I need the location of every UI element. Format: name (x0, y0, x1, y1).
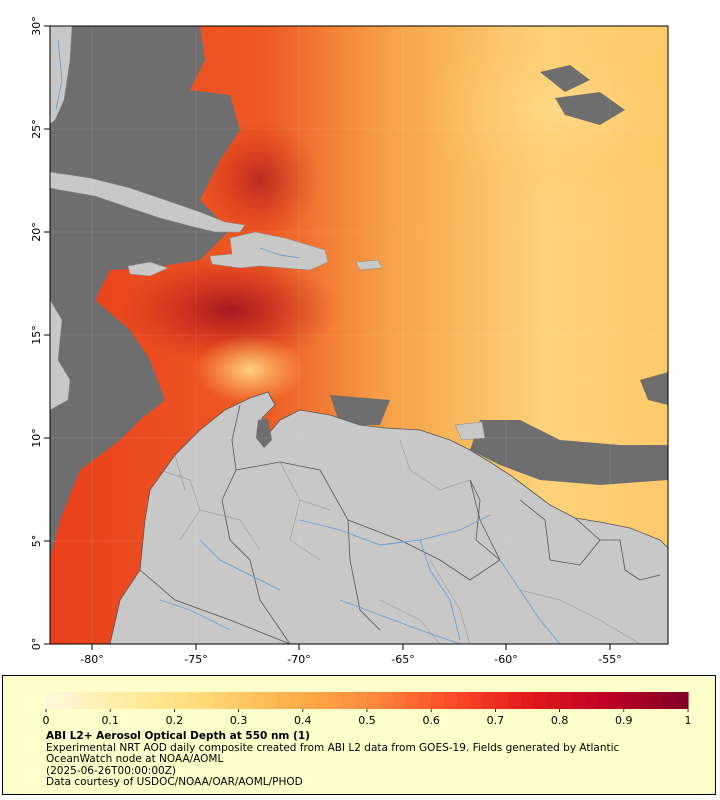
state-borders (159, 439, 641, 644)
legend-text: ABI L2+ Aerosol Optical Depth at 550 nm … (46, 730, 686, 789)
aod-light-area (195, 335, 305, 405)
land-jamaica (127, 261, 169, 277)
x-tick-label: -75° (184, 653, 207, 666)
y-tick-label: 0° (30, 638, 43, 651)
land-puerto-rico (355, 259, 383, 271)
x-tick-label: -70° (287, 653, 310, 666)
no-data-region (470, 420, 668, 485)
legend-date: (2025-06-26T00:00:00Z) (46, 764, 176, 777)
legend-description: Experimental NRT AOD daily composite cre… (46, 741, 620, 754)
y-tick-label: 30° (30, 16, 43, 36)
x-axis-labels: -80° -75° -70° -65° -60° -55° (80, 653, 621, 666)
tick-marks (44, 25, 611, 650)
aod-hotspot (200, 120, 320, 240)
land-cuba (50, 171, 246, 233)
y-tick-label: 25° (30, 119, 43, 139)
x-tick-label: -60° (494, 653, 517, 666)
aod-light-area (420, 26, 668, 200)
graticule (50, 26, 668, 644)
y-tick-label: 5° (30, 535, 43, 548)
map-figure: -80° -75° -70° -65° -60° -55° 0° 5° 10° … (30, 16, 700, 666)
y-axis-labels: 0° 5° 10° 15° 20° 25° 30° (30, 16, 43, 650)
map-plot-area[interactable] (50, 20, 700, 644)
rivers (55, 39, 561, 644)
land-south-america (109, 391, 668, 644)
y-tick-label: 10° (30, 428, 43, 448)
x-tick-label: -80° (80, 653, 103, 666)
land-florida (50, 26, 73, 125)
no-data-region (330, 395, 390, 425)
y-tick-label: 20° (30, 222, 43, 242)
y-tick-label: 15° (30, 325, 43, 345)
land-trinidad (454, 421, 486, 441)
x-tick-label: -55° (598, 653, 621, 666)
no-data-region (50, 118, 120, 175)
legend-credit: Data courtesy of USDOC/NOAA/OAR/AOML/PHO… (46, 776, 303, 789)
aod-hotspot (120, 255, 340, 365)
legend-description: OceanWatch node at NOAA/AOML (46, 753, 224, 766)
no-data-region (640, 372, 668, 405)
legend-title: ABI L2+ Aerosol Optical Depth at 550 nm … (46, 730, 310, 742)
land-central-america (50, 299, 71, 411)
no-data-region (540, 65, 590, 92)
lake-maracaibo (256, 418, 272, 448)
x-tick-label: -65° (391, 653, 414, 666)
no-data-region (555, 92, 625, 125)
